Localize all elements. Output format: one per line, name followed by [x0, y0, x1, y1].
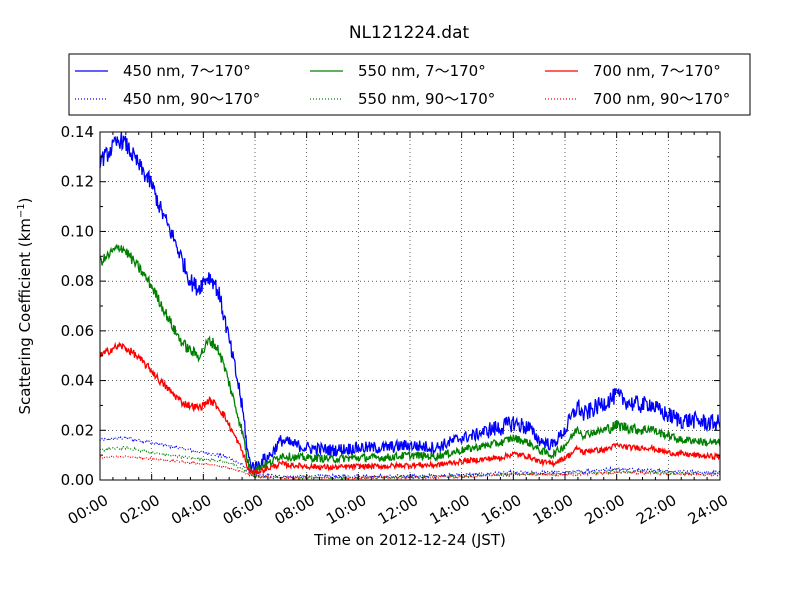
y-axis-label-superscript: −1 [16, 203, 27, 218]
series-line [99, 341, 721, 476]
x-tick-label: 14:00 [426, 491, 472, 528]
y-axis-label: Scattering Coefficient (km−1) [16, 197, 34, 414]
series-lines [99, 131, 721, 481]
legend-label: 450 nm, 90～170° [123, 90, 260, 108]
x-tick-label: 08:00 [271, 491, 317, 528]
x-tick-labels: 00:00 02:00 04:00 06:00 08:00 10:00 12:00 14:00… [65, 491, 731, 528]
legend-box [68, 53, 751, 116]
y-tick-label: 0.14 [61, 123, 94, 141]
y-tick-label: 0.00 [61, 471, 94, 489]
series-line [99, 244, 721, 476]
y-tick-label: 0.04 [61, 372, 94, 390]
legend-label: 550 nm, 7～170° [358, 62, 486, 80]
axis-ticks [99, 131, 721, 481]
x-tick-label: 04:00 [168, 491, 214, 528]
legend-label: 700 nm, 90～170° [593, 90, 730, 108]
x-tick-label: 12:00 [375, 491, 421, 528]
series-line [99, 131, 721, 474]
chart-title: NL121224.dat [349, 23, 470, 43]
x-tick-label: 20:00 [581, 491, 627, 528]
x-axis-label: Time on 2012-12-24 (JST) [313, 531, 506, 549]
legend: 450 nm, 7～170° 550 nm, 7～170° 700 nm, 7～17… [68, 53, 751, 116]
x-tick-label: 22:00 [633, 491, 679, 528]
series-line [99, 435, 721, 480]
y-tick-label: 0.06 [61, 322, 94, 340]
y-tick-label: 0.08 [61, 272, 94, 290]
grid-lines [100, 132, 720, 480]
y-tick-label: 0.12 [61, 173, 94, 191]
legend-label: 550 nm, 90～170° [358, 90, 495, 108]
y-tick-labels: 0.00 0.02 0.04 0.06 0.08 0.10 0.12 0.14 [61, 123, 94, 489]
y-tick-label: 0.10 [61, 222, 94, 240]
legend-label: 450 nm, 7～170° [123, 62, 251, 80]
x-tick-label: 10:00 [323, 491, 369, 528]
y-axis-label-main: Scattering Coefficient (km [16, 218, 34, 414]
x-tick-label: 02:00 [116, 491, 162, 528]
x-tick-label: 00:00 [65, 491, 111, 528]
legend-label: 700 nm, 7～170° [593, 62, 721, 80]
x-tick-label: 24:00 [685, 491, 731, 528]
x-tick-label: 18:00 [530, 491, 576, 528]
x-tick-label: 06:00 [220, 491, 266, 528]
x-tick-label: 16:00 [478, 491, 524, 528]
y-axis-label-close: ) [16, 197, 34, 203]
y-tick-label: 0.02 [61, 421, 94, 439]
